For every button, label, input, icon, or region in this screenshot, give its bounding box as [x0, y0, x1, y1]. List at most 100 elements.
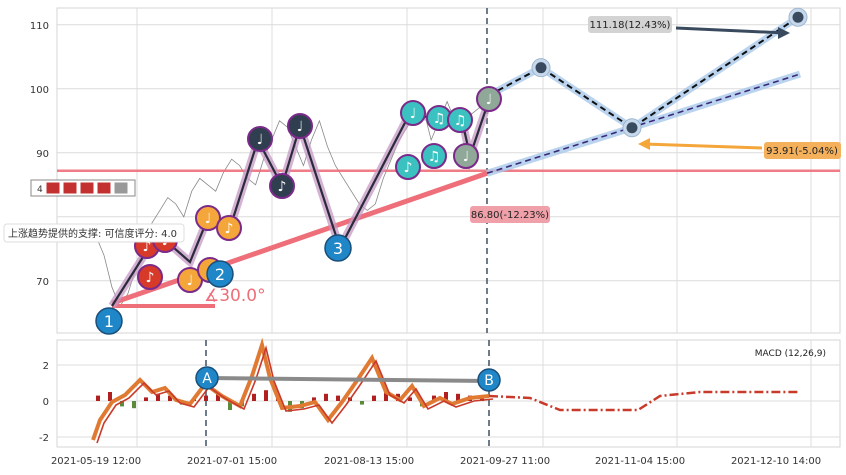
macd-histogram-bar — [120, 401, 124, 407]
wave-point-3 — [324, 234, 352, 262]
price-y-tick-label: 110 — [30, 21, 49, 32]
macd-histogram-bar — [156, 393, 160, 401]
upper-target-label: 111.18(12.43%) — [590, 20, 671, 31]
projection-dashed-lower — [486, 73, 801, 175]
note-icon: ♫ — [454, 113, 467, 129]
support-angle-label: ∡30.0° — [204, 286, 266, 306]
note-marker-8 — [269, 173, 295, 199]
price-y-tick-label: 90 — [36, 149, 49, 160]
note-marker-14 — [421, 143, 447, 169]
macd-histogram-bar — [456, 393, 460, 401]
macd-histogram-bar — [324, 393, 328, 401]
note-icon: ♪ — [225, 221, 234, 237]
note-icon: ♩ — [410, 106, 417, 122]
signal-line — [96, 345, 494, 444]
support-trendline — [111, 170, 488, 306]
note-icon: ♪ — [143, 239, 152, 255]
note-icon: ♪ — [278, 179, 287, 195]
price-y-tick-label: 70 — [36, 277, 49, 288]
macd-histogram-bar — [360, 401, 364, 405]
x-axis: 2021-05-19 12:00 2021-07-01 15:00 2021-08-… — [51, 456, 821, 467]
wave-point-label: 2 — [215, 265, 225, 284]
macd-y-tick-label: 0 — [43, 397, 49, 408]
projection-node-mid — [626, 122, 638, 134]
note-marker-2 — [137, 264, 163, 290]
marker-box-label: 4 — [37, 185, 43, 195]
marker-box-chip-4 — [113, 181, 129, 195]
wave-point-label: 3 — [333, 239, 343, 258]
macd-plot-area — [56, 339, 841, 448]
note-icon: ♫ — [428, 149, 441, 165]
divergence-line — [206, 376, 490, 383]
macd-histogram-bar — [228, 401, 232, 410]
wave-point-label: 1 — [104, 312, 114, 331]
wave-point-2 — [206, 260, 234, 288]
note-icon: ♩ — [257, 132, 264, 148]
note-marker-16 — [476, 86, 502, 112]
macd-marker-a — [195, 366, 219, 390]
upper-target-arrowhead — [778, 27, 790, 39]
note-icon: ♫ — [433, 111, 446, 127]
macd-histogram-bar — [252, 393, 256, 401]
middle-target-box — [764, 142, 841, 159]
note-marker-5 — [216, 215, 242, 241]
macd-histogram-bar — [444, 392, 448, 401]
middle-target-label: 93.91(-5.04%) — [766, 146, 838, 157]
middle-target-arrow — [643, 142, 763, 150]
macd-histogram-bar — [372, 395, 376, 401]
note-icon: ♩ — [187, 273, 194, 289]
note-marker-7 — [247, 126, 273, 152]
macd-histogram-bar — [312, 397, 316, 401]
note-icon: ♪ — [404, 160, 413, 176]
macd-histogram-bar — [108, 392, 112, 401]
projection-node-peak — [535, 62, 547, 74]
note-marker-13 — [395, 154, 421, 180]
middle-target-arrowhead — [638, 138, 650, 150]
marker-box-chip-1 — [62, 181, 78, 195]
macd-histogram-bar — [480, 397, 484, 401]
macd-histogram-bar — [96, 395, 100, 401]
x-tick-label: 2021-08-13 15:00 — [324, 456, 414, 467]
upper-target-box — [588, 16, 672, 33]
macd-marker-a-label: A — [202, 371, 212, 387]
note-icon: ♩ — [205, 211, 212, 227]
projection-node-upper — [792, 11, 804, 23]
price-y-tick-label: 100 — [30, 85, 49, 96]
support-note-label: 上涨趋势提供的支撑: 可信度评分: 4.0 — [8, 227, 177, 240]
macd-histogram-bar — [384, 392, 388, 401]
note-marker-4 — [195, 205, 221, 231]
macd-histogram-bar — [168, 395, 172, 401]
note-marker-15 — [453, 143, 479, 169]
price-panel: 7090100110∡30.0°♪♩♪♩♩♪♪♩♪♩♩♫♫♪♫♩♩1234上涨趋… — [3, 7, 841, 335]
macd-panel: -2 0 2 MACD (12,26,9) A B — [39, 337, 841, 448]
note-icon: ♪ — [146, 270, 155, 286]
note-marker-9 — [287, 113, 313, 139]
note-marker-10 — [400, 100, 426, 126]
marker-box-chip-0 — [45, 181, 61, 195]
note-icon: ♩ — [486, 92, 493, 108]
macd-histogram-bar — [144, 397, 148, 401]
macd-marker-b-label: B — [484, 373, 494, 389]
marker-box-chip-3 — [96, 181, 112, 195]
current-target-box — [470, 206, 550, 223]
x-tick-label: 2021-07-01 15:00 — [187, 456, 277, 467]
macd-forecast-line — [488, 390, 800, 412]
macd-histogram-bar — [432, 395, 436, 401]
macd-histogram-bar — [216, 392, 220, 401]
macd-title: MACD (12,26,9) — [755, 349, 826, 359]
projection-dashed-upper — [488, 16, 799, 129]
note-icon: ♩ — [297, 119, 304, 135]
macd-marker-b — [477, 368, 501, 392]
macd-histogram-bar — [264, 390, 268, 401]
note-marker-12 — [447, 107, 473, 133]
x-tick-label: 2021-12-10 14:00 — [731, 456, 821, 467]
x-tick-label: 2021-05-19 12:00 — [51, 456, 141, 467]
upper-target-arrow — [675, 26, 787, 35]
macd-histogram-bar — [336, 395, 340, 401]
x-tick-label: 2021-09-27 11:00 — [460, 456, 550, 467]
support-note-box — [3, 223, 185, 243]
wave-point-1 — [95, 307, 123, 335]
macd-histogram-bar — [132, 401, 136, 409]
note-icon: ♩ — [463, 149, 470, 165]
